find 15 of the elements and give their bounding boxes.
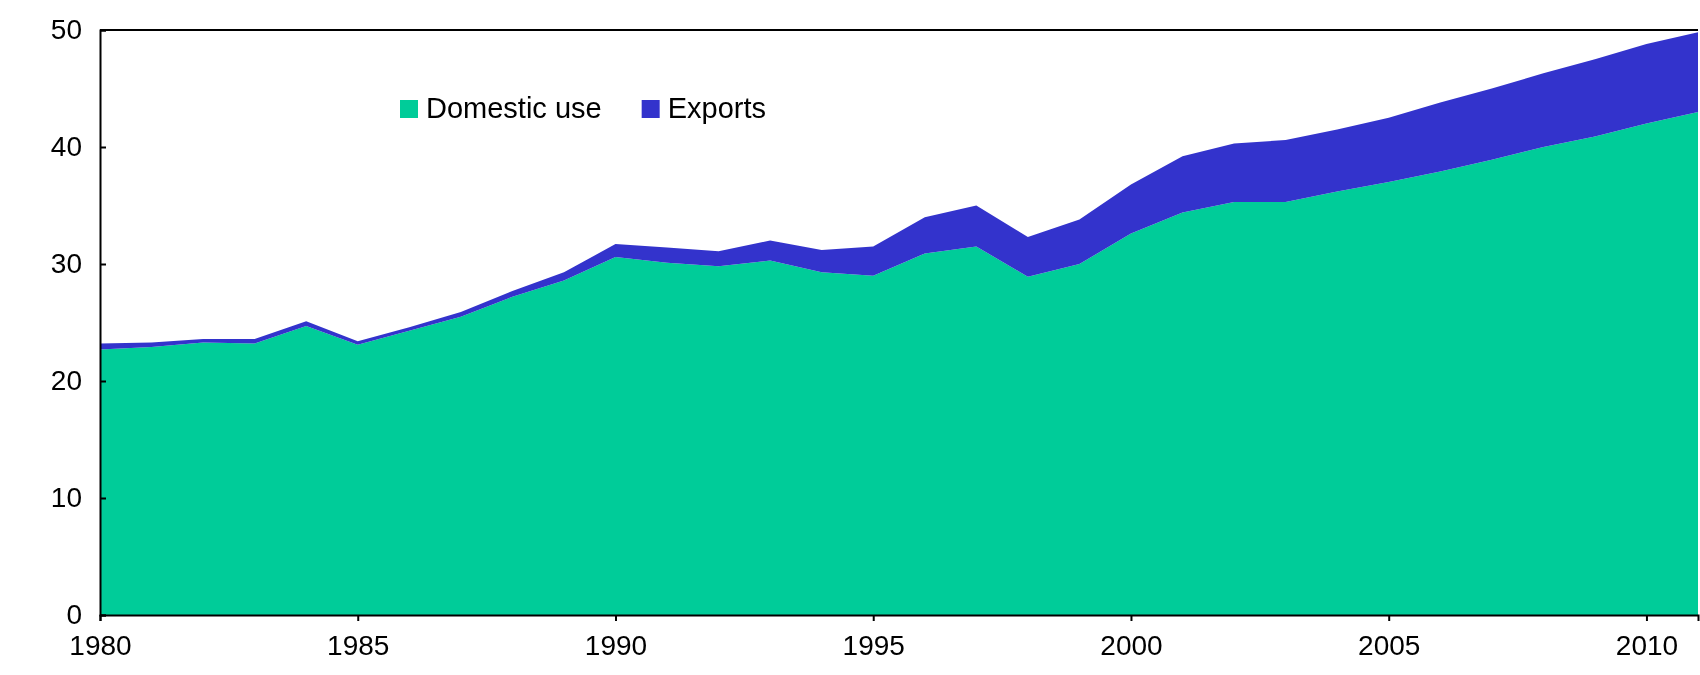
y-tick-label: 40 [50, 131, 82, 163]
x-tick-label: 2000 [1100, 629, 1163, 661]
y-tick-label: 0 [66, 599, 82, 631]
legend-label: Domestic use [426, 92, 602, 124]
y-tick-label: 30 [50, 248, 82, 280]
x-tick-label: 2010 [1615, 629, 1679, 661]
legend-label: Exports [667, 92, 766, 124]
x-tick-label: 1990 [584, 629, 648, 661]
y-tick-label: 50 [50, 14, 82, 46]
x-tick-label: 1985 [327, 629, 390, 661]
x-tick-label: 2005 [1358, 629, 1421, 661]
y-tick-label: 20 [50, 365, 82, 397]
x-tick-label: 1980 [69, 629, 132, 661]
y-tick-label: 10 [50, 482, 82, 514]
x-tick-label: 1995 [842, 629, 905, 661]
